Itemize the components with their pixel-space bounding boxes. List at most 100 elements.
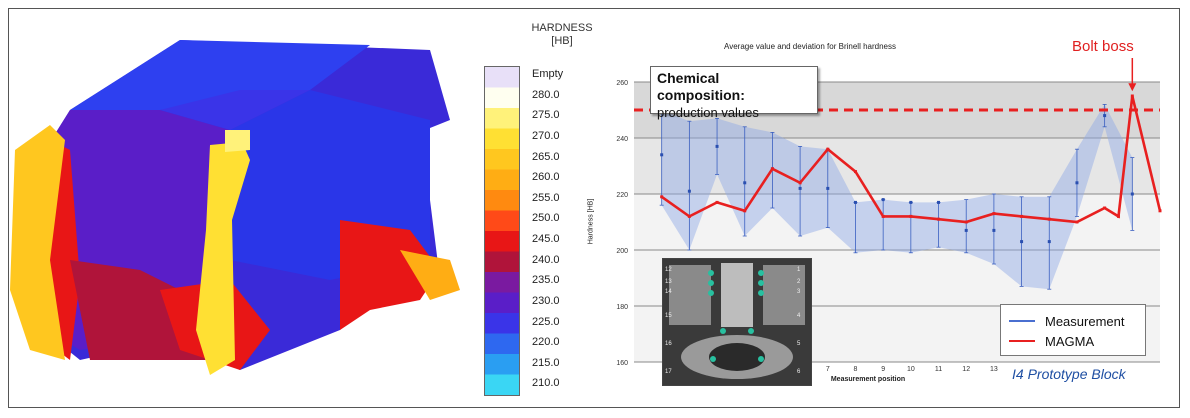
mean-point-5 (798, 186, 802, 190)
magma-point-5 (798, 181, 802, 185)
scale-label-4: 265.0 (532, 150, 560, 163)
scale-title: HARDNESS [HB] (502, 22, 622, 48)
y-tick-label-0: 160 (616, 360, 628, 367)
magma-point-14 (1047, 217, 1051, 221)
photo-label-0: 12 (665, 267, 672, 273)
legend-item-measurement: Measurement (1009, 311, 1124, 331)
plot-band-mid (634, 138, 1160, 194)
legend-label-measurement: Measurement (1045, 313, 1125, 329)
color-scale-bar (484, 66, 520, 396)
photo-label-1: 13 (665, 279, 672, 285)
measurement-positions-photo: 12 13 14 15 16 17 1 2 3 4 5 6 (662, 258, 812, 386)
mean-point-17 (1130, 192, 1134, 196)
magma-point-2 (715, 200, 719, 204)
mean-point-1 (687, 189, 691, 193)
mean-point-10 (937, 200, 941, 204)
photo-label-10: 5 (797, 341, 801, 347)
scale-title-line1: HARDNESS (531, 22, 593, 34)
mean-point-8 (881, 198, 885, 202)
photo-label-3: 15 (665, 313, 672, 319)
mean-point-7 (853, 200, 857, 204)
x-tick-label-7: 12 (962, 366, 970, 373)
magma-point-9 (909, 214, 913, 218)
scale-label-7: 250.0 (532, 212, 560, 225)
magma-point-8 (881, 214, 885, 218)
scale-label-2: 275.0 (532, 109, 560, 122)
mean-point-12 (992, 228, 996, 232)
mean-point-15 (1075, 181, 1079, 185)
photo-label-7: 2 (797, 279, 801, 285)
x-tick-label-8: 13 (990, 366, 998, 373)
x-tick-label-4: 9 (881, 366, 885, 373)
magma-point-11 (964, 220, 968, 224)
legend-item-magma: MAGMA (1009, 331, 1094, 351)
mean-point-13 (1020, 240, 1024, 244)
magma-point-16 (1103, 206, 1107, 210)
photo-label-11: 6 (797, 369, 801, 375)
magma-point-18 (1130, 94, 1134, 98)
x-tick-label-5: 10 (907, 366, 915, 373)
photo-drawing (663, 259, 811, 385)
magma-point-4 (770, 167, 774, 171)
mean-point-0 (660, 153, 664, 157)
y-tick-label-4: 240 (616, 136, 628, 143)
x-tick-label-6: 11 (935, 366, 942, 373)
magma-point-15 (1075, 220, 1079, 224)
magma-point-10 (937, 217, 941, 221)
legend-swatch-magma (1009, 340, 1035, 342)
photo-label-9: 4 (797, 313, 801, 319)
prototype-label: I4 Prototype Block (1012, 366, 1126, 382)
scale-label-3: 270.0 (532, 129, 560, 142)
scale-label-9: 240.0 (532, 253, 560, 266)
y-tick-label-1: 180 (616, 304, 628, 311)
chart-title: Average value and deviation for Brinell … (724, 42, 896, 51)
scale-label-5: 260.0 (532, 171, 560, 184)
mean-point-16 (1103, 114, 1107, 118)
mean-point-11 (964, 228, 968, 232)
magma-point-7 (853, 170, 857, 174)
magma-point-17 (1116, 214, 1120, 218)
photo-label-8: 3 (797, 289, 801, 295)
photo-label-5: 17 (665, 369, 672, 375)
mean-point-14 (1047, 240, 1051, 244)
chemical-composition-title: Chemical composition: (657, 70, 745, 103)
magma-point-1 (687, 214, 691, 218)
photo-label-2: 14 (665, 289, 672, 295)
magma-point-13 (1020, 214, 1024, 218)
y-tick-label-3: 220 (616, 192, 628, 199)
chart-legend: Measurement MAGMA (1000, 304, 1146, 356)
legend-swatch-measurement (1009, 320, 1035, 322)
scale-label-11: 230.0 (532, 294, 560, 307)
magma-point-6 (826, 147, 830, 151)
mean-point-6 (826, 186, 830, 190)
mean-point-3 (743, 181, 747, 185)
bolt-boss-annotation: Bolt boss (1072, 38, 1134, 55)
mean-point-2 (715, 144, 719, 148)
scale-label-0: Empty (532, 68, 564, 80)
photo-label-4: 16 (665, 341, 672, 347)
scale-label-10: 235.0 (532, 274, 560, 287)
chemical-composition-subtitle: production values (657, 105, 759, 120)
engine-block-render (10, 40, 460, 375)
scale-label-12: 225.0 (532, 315, 560, 328)
y-axis-label: Hardness [HB] (587, 198, 595, 245)
x-tick-label-3: 8 (854, 366, 858, 373)
x-tick-label-2: 7 (826, 366, 830, 373)
bolt-boss-arrowhead (1128, 83, 1137, 92)
mean-point-9 (909, 200, 913, 204)
magma-point-12 (992, 212, 996, 216)
chemical-composition-box: Chemical composition: production values (650, 66, 818, 120)
y-tick-label-2: 200 (616, 248, 628, 255)
legend-label-magma: MAGMA (1045, 333, 1095, 349)
magma-point-19 (1158, 209, 1162, 213)
scale-label-6: 255.0 (532, 191, 560, 204)
magma-point-3 (743, 209, 747, 213)
scale-label-1: 280.0 (532, 88, 560, 101)
photo-label-6: 1 (797, 267, 801, 273)
scale-label-15: 210.0 (532, 377, 560, 390)
y-tick-label-5: 260 (616, 80, 628, 87)
scale-title-line2: [HB] (551, 35, 573, 47)
deviation-band (661, 104, 1133, 290)
scale-label-13: 220.0 (532, 336, 560, 349)
scale-label-8: 245.0 (532, 233, 560, 245)
